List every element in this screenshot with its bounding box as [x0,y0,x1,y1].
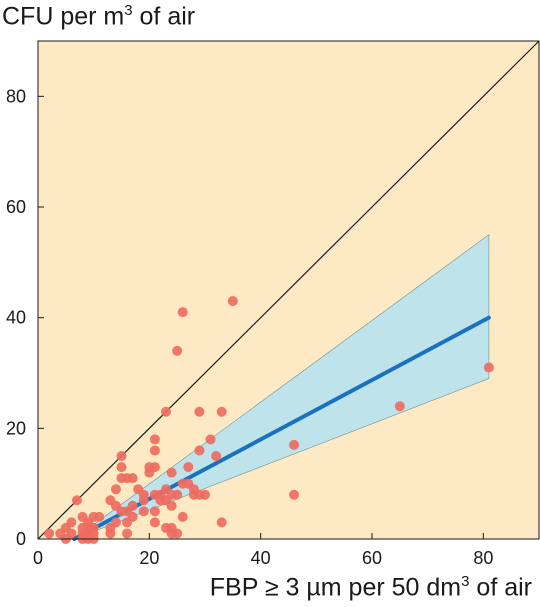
data-point [110,517,121,528]
data-point [110,484,121,495]
data-point [138,506,149,517]
data-point [122,528,133,539]
data-point [172,489,183,500]
data-point [194,406,205,417]
data-point [149,445,160,456]
data-point [127,511,138,522]
y-axis-label: CFU per m3 of air [2,2,196,31]
data-point [88,522,99,533]
data-point [94,511,105,522]
data-point [394,401,405,412]
data-point [149,506,160,517]
data-point [149,434,160,445]
data-point [66,517,77,528]
data-point [200,489,210,500]
data-points [44,296,494,544]
plot-frame [37,40,540,540]
data-point [194,445,205,456]
data-point [149,517,160,528]
y-tick-label: 20 [6,418,26,438]
data-point [116,462,127,473]
data-point [149,462,160,473]
data-point [483,362,494,373]
data-point [71,495,82,506]
data-point [183,462,194,473]
y-tick-label: 60 [6,197,26,217]
y-tick-label: 0 [16,529,26,549]
x-tick-label: 20 [139,548,159,568]
data-point [205,434,216,445]
data-point [166,467,177,478]
x-tick-label: 60 [362,548,382,568]
x-tick-label: 80 [473,548,493,568]
x-axis-label: FBP ≥ 3 µm per 50 dm3 of air [209,573,532,602]
data-point [138,489,149,500]
x-tick-label: 40 [251,548,271,568]
data-point [127,500,138,511]
data-point [116,451,127,461]
data-point [44,528,55,539]
data-point [166,500,177,511]
data-point [227,296,238,307]
data-point [289,489,300,500]
data-point [177,511,188,522]
y-tick-label: 80 [6,86,26,106]
axis-ticks: 0 20 40 60 80 0 20 40 60 80 [6,86,493,568]
data-point [172,528,183,539]
data-point [127,473,138,484]
data-point [211,451,222,461]
x-tick-label: 0 [33,548,43,568]
y-tick-label: 40 [6,308,26,328]
data-point [216,517,227,528]
data-point [216,406,227,417]
data-point [177,307,188,318]
data-point [172,345,183,356]
data-point [161,406,172,417]
data-point [66,528,77,539]
data-point [289,439,300,450]
